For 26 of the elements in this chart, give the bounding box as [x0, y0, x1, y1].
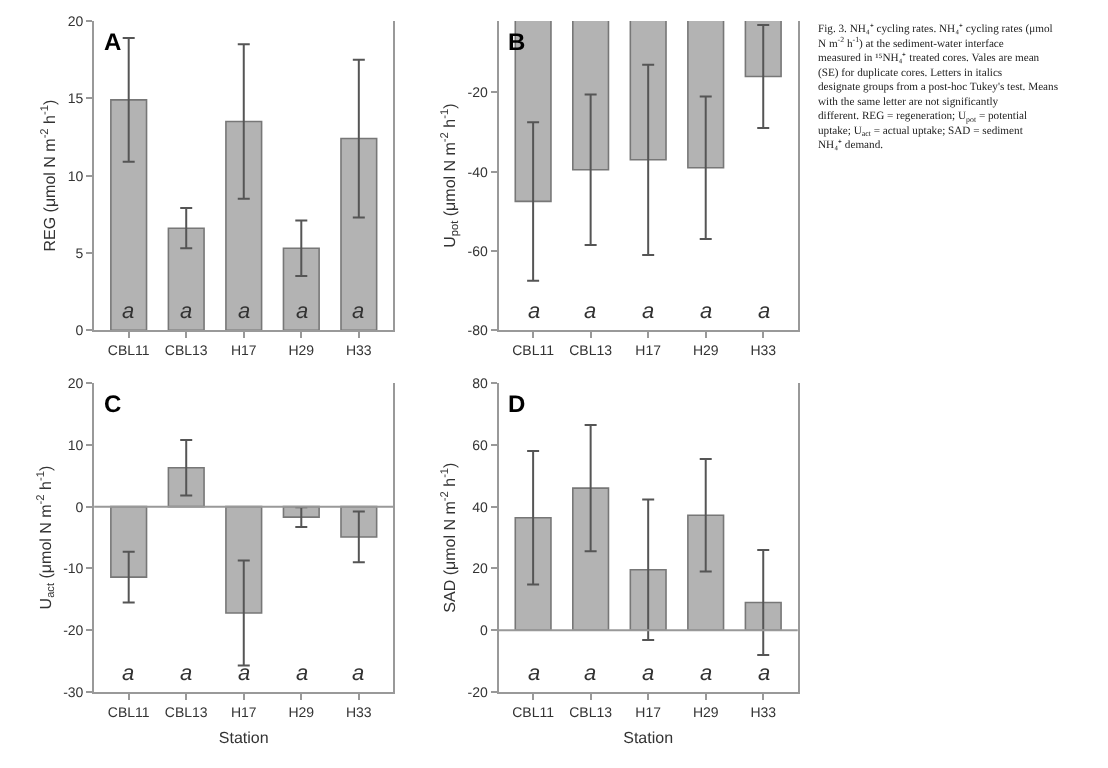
annotation: a — [584, 662, 597, 686]
annotation: a — [122, 300, 135, 324]
annotation: a — [642, 300, 655, 324]
annotation: a — [352, 300, 365, 324]
annotation: a — [528, 300, 541, 324]
annotation: a — [180, 662, 193, 686]
annotation: a — [296, 300, 309, 324]
chart-title: D — [508, 390, 526, 418]
annotation: a — [700, 662, 713, 686]
x-axis-title: Station — [623, 729, 674, 748]
chart-title: A — [104, 28, 122, 56]
annotation: a — [296, 662, 309, 686]
annotation: a — [238, 662, 251, 686]
annotation: a — [700, 300, 713, 324]
chart-title: C — [104, 390, 122, 418]
annotation: a — [352, 662, 365, 686]
annotation: a — [584, 300, 597, 324]
annotation: a — [528, 662, 541, 686]
annotation: a — [122, 662, 135, 686]
x-axis-title: Station — [218, 729, 269, 748]
annotation: a — [180, 300, 193, 324]
annotation: a — [758, 300, 771, 324]
annotation: a — [642, 662, 655, 686]
chart-title: B — [508, 28, 526, 56]
annotation: a — [758, 662, 771, 686]
annotation: a — [238, 300, 251, 324]
